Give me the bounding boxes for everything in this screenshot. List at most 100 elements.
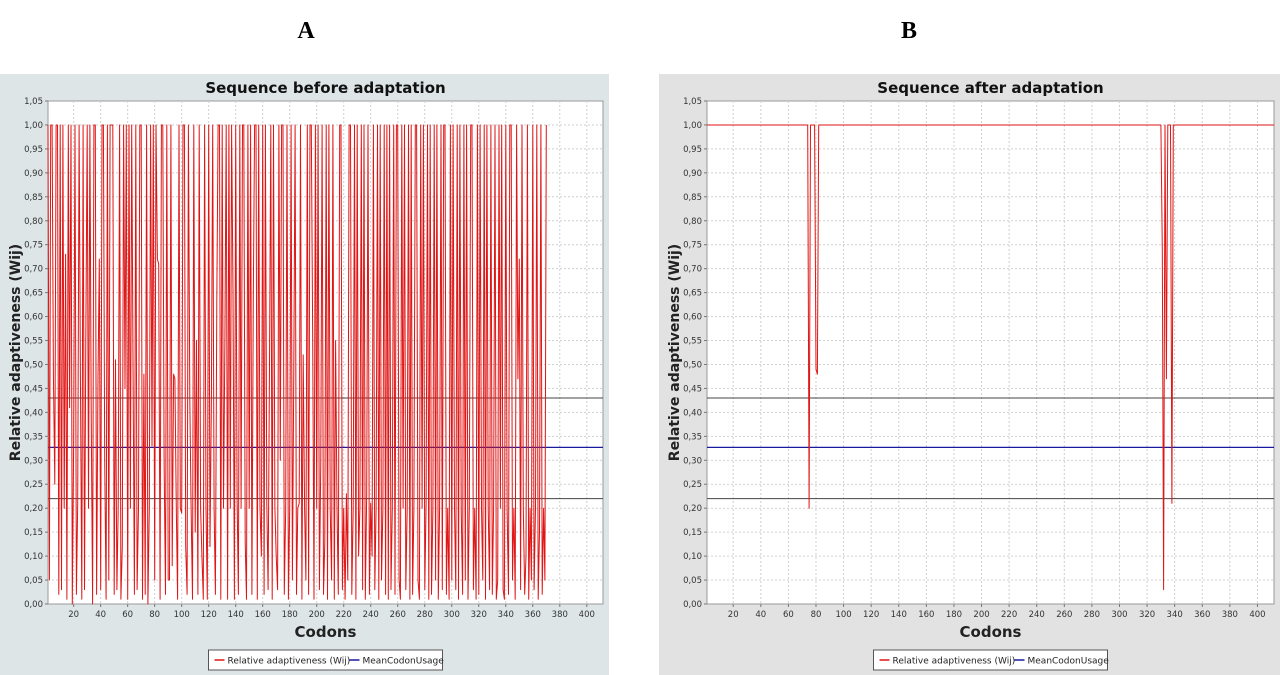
y-tick-label: 0,60	[683, 313, 702, 323]
y-tick-label: 0,65	[683, 289, 702, 299]
x-tick-label: 340	[498, 610, 514, 620]
y-tick-label: 0,20	[24, 504, 43, 514]
x-tick-label: 120	[863, 610, 879, 620]
y-tick-label: 0,80	[24, 217, 43, 227]
chart-title: Sequence after adaptation	[877, 79, 1103, 97]
legend-label-mean-codon-usage: MeanCodonUsage	[363, 657, 445, 667]
y-tick-label: 0,85	[683, 193, 702, 203]
x-tick-label: 180	[282, 610, 298, 620]
y-tick-label: 0,10	[683, 552, 702, 562]
x-tick-label: 20	[68, 610, 79, 620]
y-tick-label: 0,85	[24, 193, 43, 203]
x-tick-label: 100	[174, 610, 190, 620]
y-tick-label: 1,00	[24, 121, 43, 131]
y-tick-label: 0,30	[24, 456, 43, 466]
y-tick-label: 0,15	[24, 528, 43, 538]
x-axis-label: Codons	[295, 623, 357, 641]
panel-label-a: A	[297, 18, 315, 44]
x-tick-label: 380	[552, 610, 568, 620]
x-tick-label: 40	[755, 610, 766, 620]
y-tick-label: 0,55	[683, 337, 702, 347]
x-tick-label: 60	[783, 610, 794, 620]
y-tick-label: 0,05	[683, 576, 702, 586]
legend: Relative adaptiveness (Wij) MeanCodonUsag…	[873, 649, 1110, 671]
y-tick-label: 0,50	[24, 360, 43, 370]
x-tick-label: 200	[309, 610, 325, 620]
series-line-relative-adaptiveness	[707, 124, 1274, 591]
y-tick-label: 0,70	[24, 265, 43, 275]
x-tick-label: 380	[1222, 610, 1238, 620]
series-line-relative-adaptiveness	[47, 124, 547, 605]
y-tick-label: 0,15	[683, 528, 702, 538]
y-tick-label: 0,20	[683, 504, 702, 514]
x-tick-label: 400	[1249, 610, 1265, 620]
y-tick-label: 0,45	[24, 384, 43, 394]
x-tick-label: 240	[1029, 610, 1045, 620]
y-tick-label: 0,40	[683, 408, 702, 418]
x-tick-label: 300	[1111, 610, 1127, 620]
y-axis-label: Relative adaptiveness (Wij)	[667, 244, 683, 461]
x-tick-label: 300	[444, 610, 460, 620]
x-tick-label: 220	[1001, 610, 1017, 620]
x-tick-label: 40	[95, 610, 106, 620]
y-tick-label: 0,00	[683, 600, 702, 610]
x-tick-label: 320	[471, 610, 487, 620]
y-tick-label: 0,90	[683, 169, 702, 179]
y-tick-label: 0,35	[683, 432, 702, 442]
y-tick-label: 0,10	[24, 552, 43, 562]
y-tick-label: 0,55	[24, 337, 43, 347]
y-axis-label: Relative adaptiveness (Wij)	[8, 244, 24, 461]
y-tick-label: 0,30	[683, 456, 702, 466]
chart-panel-after: Sequence after adaptation 0,00 0,05 0,10 0,1…	[659, 74, 1280, 675]
y-tick-label: 0,75	[683, 241, 702, 251]
y-tick-label: 0,00	[24, 600, 43, 610]
x-tick-label: 340	[1167, 610, 1183, 620]
x-tick-label: 60	[122, 610, 133, 620]
chart-after-adaptation: Sequence after adaptation 0,00 0,05 0,10 0,1…	[659, 74, 1280, 675]
chart-before-adaptation: Sequence before adaptation 0,00 0,05 0,10 0,…	[0, 74, 609, 675]
y-tick-label: 0,95	[24, 145, 43, 155]
y-tick-label: 1,05	[683, 97, 702, 107]
y-tick-label: 0,50	[683, 360, 702, 370]
x-tick-label: 200	[973, 610, 989, 620]
x-tick-label: 140	[891, 610, 907, 620]
y-tick-label: 1,05	[24, 97, 43, 107]
chart-panel-before: Sequence before adaptation 0,00 0,05 0,10 0,…	[0, 74, 609, 675]
x-tick-label: 400	[579, 610, 595, 620]
legend-label-relative-adaptiveness: Relative adaptiveness (Wij)	[228, 657, 351, 667]
x-tick-label: 360	[1194, 610, 1210, 620]
y-tick-label: 0,75	[24, 241, 43, 251]
x-axis-label: Codons	[960, 623, 1022, 641]
x-tick-label: 100	[835, 610, 851, 620]
legend-label-relative-adaptiveness: Relative adaptiveness (Wij)	[893, 657, 1016, 667]
y-tick-label: 1,00	[683, 121, 702, 131]
x-tick-label: 80	[149, 610, 160, 620]
x-tick-label: 280	[1084, 610, 1100, 620]
x-tick-label: 140	[228, 610, 244, 620]
y-tick-label: 0,60	[24, 313, 43, 323]
y-tick-label: 0,40	[24, 408, 43, 418]
y-tick-label: 0,70	[683, 265, 702, 275]
x-tick-label: 240	[363, 610, 379, 620]
y-tick-label: 0,80	[683, 217, 702, 227]
x-tick-label: 360	[525, 610, 541, 620]
legend-label-mean-codon-usage: MeanCodonUsage	[1028, 657, 1110, 667]
y-tick-label: 0,95	[683, 145, 702, 155]
x-tick-label: 20	[728, 610, 739, 620]
x-tick-label: 220	[336, 610, 352, 620]
x-tick-label: 260	[1056, 610, 1072, 620]
x-tick-label: 280	[417, 610, 433, 620]
chart-title: Sequence before adaptation	[205, 79, 445, 97]
x-tick-label: 160	[255, 610, 271, 620]
legend-box	[873, 649, 1108, 671]
x-tick-label: 320	[1139, 610, 1155, 620]
legend-box	[208, 649, 443, 671]
y-tick-label: 0,25	[683, 480, 702, 490]
x-tick-label: 180	[946, 610, 962, 620]
y-tick-label: 0,65	[24, 289, 43, 299]
x-tick-label: 80	[811, 610, 822, 620]
plot-area	[706, 100, 1275, 605]
y-tick-label: 0,45	[683, 384, 702, 394]
legend: Relative adaptiveness (Wij) MeanCodonUsag…	[208, 649, 445, 671]
x-tick-label: 120	[201, 610, 217, 620]
